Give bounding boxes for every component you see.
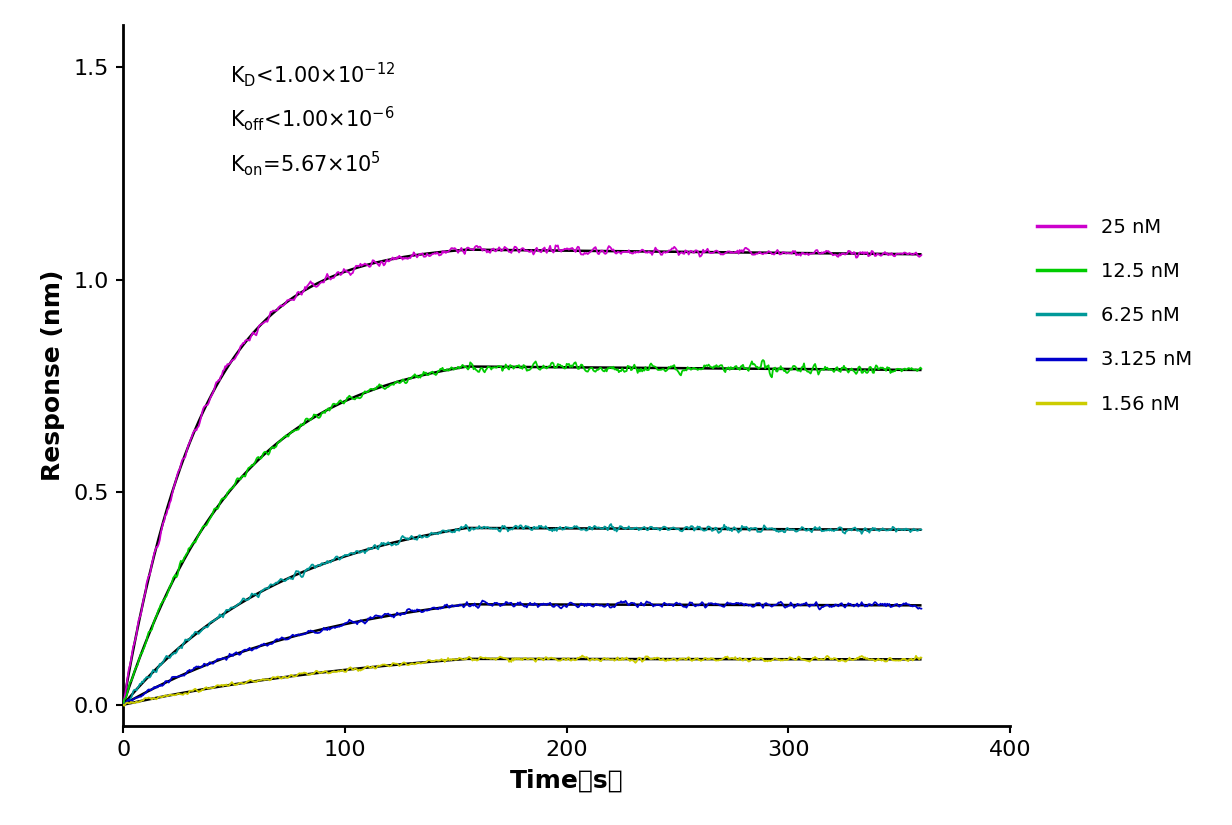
- X-axis label: Time（s）: Time（s）: [510, 768, 623, 792]
- Text: K$_\mathrm{D}$<1.00×10$^{-12}$
K$_\mathrm{off}$<1.00×10$^{-6}$
K$_\mathrm{on}$=5: K$_\mathrm{D}$<1.00×10$^{-12}$ K$_\mathr…: [229, 60, 395, 177]
- Legend: 25 nM, 12.5 nM, 6.25 nM, 3.125 nM, 1.56 nM: 25 nM, 12.5 nM, 6.25 nM, 3.125 nM, 1.56 …: [1029, 210, 1200, 422]
- Y-axis label: Response (nm): Response (nm): [42, 270, 65, 481]
